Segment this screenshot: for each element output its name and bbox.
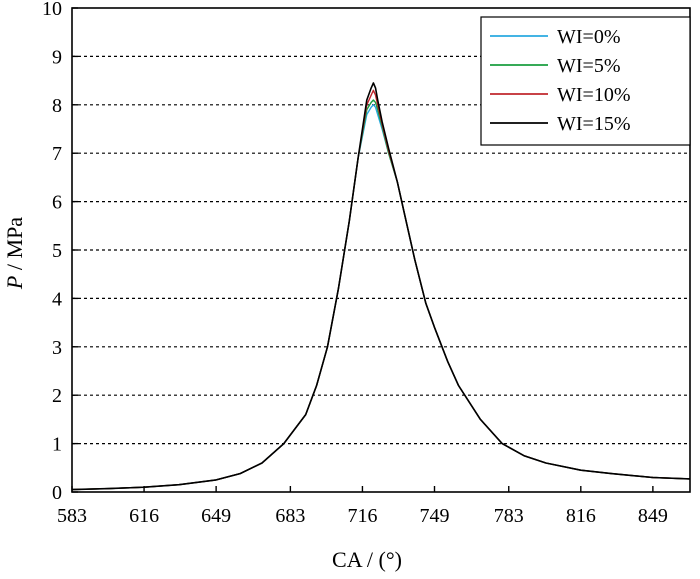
- y-tick-label: 2: [52, 385, 62, 407]
- y-tick-label: 0: [52, 482, 62, 504]
- legend-label: WI=0%: [557, 26, 620, 48]
- legend-label: WI=10%: [557, 84, 630, 106]
- y-tick-label: 1: [52, 434, 62, 456]
- y-tick-label: 5: [52, 240, 62, 262]
- series-line: [71, 104, 691, 491]
- grid-lines: [72, 55, 690, 445]
- y-tick-label: 7: [52, 143, 62, 165]
- x-tick-label: 583: [57, 505, 87, 527]
- x-tick-label: 749: [420, 505, 450, 527]
- y-tick-label: 6: [52, 192, 62, 214]
- x-tick-label: 716: [347, 505, 377, 527]
- x-tick-label: 783: [494, 505, 524, 527]
- axis-ticks: 0 1 2 3 4 5 6 7 8 9 10 583 616 649 683 716 749 783 816 849: [42, 0, 668, 527]
- y-tick-label: 4: [52, 288, 62, 310]
- x-tick-label: 683: [275, 505, 305, 527]
- series-line: [71, 89, 691, 491]
- series-lines: [71, 82, 691, 491]
- y-axis-title-variable: P: [2, 276, 27, 290]
- y-tick-label: 9: [52, 46, 62, 68]
- y-axis-title-unit: / MPa: [2, 217, 27, 276]
- y-tick-label: 3: [52, 337, 62, 359]
- x-tick-label: 649: [201, 505, 231, 527]
- legend-label: WI=15%: [557, 113, 630, 135]
- series-line: [71, 82, 691, 491]
- x-tick-label: 816: [566, 505, 596, 527]
- legend-label: WI=5%: [557, 55, 620, 77]
- legend: WI=0% WI=5% WI=10% WI=15%: [480, 16, 691, 146]
- x-tick-label: 616: [129, 505, 159, 527]
- y-tick-label: 8: [52, 95, 62, 117]
- y-tick-label: 10: [42, 0, 62, 20]
- series-line: [71, 99, 691, 491]
- x-axis-title: CA / (°): [332, 547, 402, 572]
- x-tick-label: 849: [638, 505, 668, 527]
- y-axis-title: P / MPa: [2, 217, 27, 290]
